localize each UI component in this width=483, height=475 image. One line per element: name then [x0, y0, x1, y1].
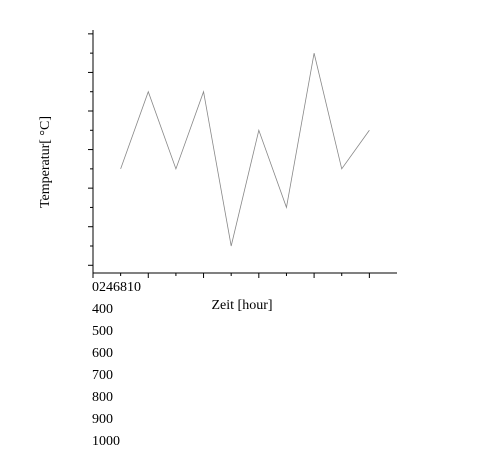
y-tick-label: 600: [92, 346, 113, 361]
x-tick-label: 10: [127, 280, 141, 295]
x-tick-label: 8: [120, 280, 127, 295]
x-tick-label: 6: [113, 280, 120, 295]
y-tick-label: 400: [92, 302, 113, 317]
x-tick-label: 0: [92, 280, 99, 295]
y-tick-label: 800: [92, 390, 113, 405]
y-tick-label: 1000: [92, 434, 120, 449]
x-tick-labels: 0246810: [92, 280, 141, 295]
x-axis-label: Zeit [hour]: [211, 298, 272, 313]
y-tick-label: 700: [92, 368, 113, 383]
data-line: [120, 53, 370, 247]
y-axis-label: Temperatur[ °C]: [38, 116, 53, 208]
y-tick-label: 500: [92, 324, 113, 339]
y-tick-label: 900: [92, 412, 113, 427]
x-tick-label: 4: [106, 280, 113, 295]
x-tick-label: 2: [99, 280, 106, 295]
